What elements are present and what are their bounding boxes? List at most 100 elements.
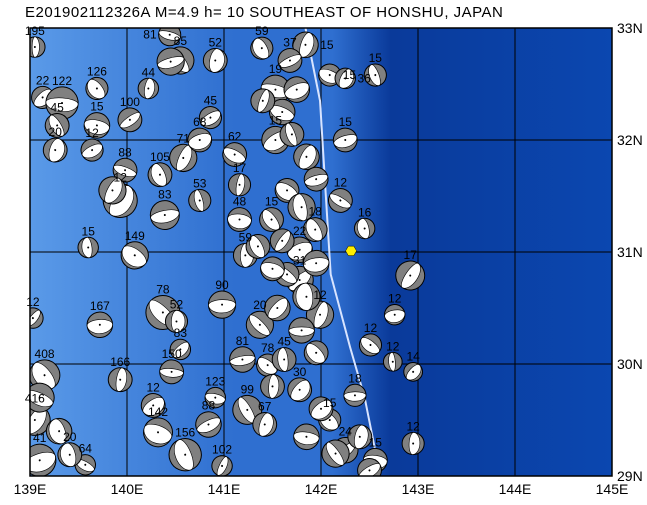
beach-ball-icon[interactable] bbox=[25, 36, 46, 58]
beach-ball-icon[interactable] bbox=[55, 440, 84, 469]
beach-ball-icon[interactable] bbox=[302, 249, 331, 278]
beach-ball-icon[interactable] bbox=[317, 435, 355, 473]
beach-ball-icon[interactable] bbox=[400, 359, 426, 385]
beach-ball-icon[interactable] bbox=[383, 303, 406, 326]
beach-ball-icon[interactable] bbox=[21, 379, 59, 417]
beach-ball-icon[interactable] bbox=[274, 45, 306, 77]
beach-ball-icon[interactable] bbox=[390, 255, 430, 295]
beach-ball-icon[interactable] bbox=[156, 21, 183, 48]
beach-ball-icon[interactable] bbox=[116, 236, 154, 274]
beach-ball-icon[interactable] bbox=[166, 335, 195, 364]
beach-ball-icon[interactable] bbox=[144, 159, 175, 190]
beach-ball-icon[interactable] bbox=[258, 254, 287, 283]
beach-ball-icon[interactable] bbox=[299, 214, 331, 246]
beach-ball-icon[interactable] bbox=[77, 135, 107, 165]
beach-ball-icon[interactable] bbox=[82, 110, 112, 140]
beach-ball-icon[interactable] bbox=[41, 109, 74, 142]
beach-ball-icon[interactable] bbox=[195, 102, 225, 132]
beach-ball-icon[interactable] bbox=[219, 138, 251, 170]
beach-ball-icon[interactable] bbox=[137, 77, 160, 100]
beach-ball-icon[interactable] bbox=[352, 216, 376, 240]
beach-ball-icon[interactable] bbox=[401, 431, 425, 456]
beach-ball-icon[interactable] bbox=[45, 86, 79, 120]
beach-ball-icon[interactable] bbox=[255, 203, 288, 236]
beach-ball-icon[interactable] bbox=[242, 230, 274, 262]
beach-ball-icon[interactable] bbox=[271, 346, 297, 372]
beach-ball-icon[interactable] bbox=[259, 290, 295, 326]
depth-label: 59 bbox=[239, 230, 253, 244]
lat-tick-label: 30N bbox=[617, 356, 643, 372]
beach-ball-icon[interactable] bbox=[266, 224, 299, 257]
beach-ball-icon[interactable] bbox=[207, 290, 237, 319]
beach-ball-icon[interactable] bbox=[159, 359, 185, 385]
beach-ball-icon[interactable] bbox=[77, 236, 100, 259]
beach-ball-icon[interactable] bbox=[19, 304, 48, 333]
beach-ball-icon[interactable] bbox=[203, 385, 227, 409]
beach-ball-icon[interactable] bbox=[304, 392, 337, 425]
beach-ball-icon[interactable] bbox=[260, 373, 285, 399]
beach-ball-icon[interactable] bbox=[301, 164, 330, 193]
beach-ball-icon[interactable] bbox=[283, 373, 317, 407]
beach-ball-icon[interactable] bbox=[186, 187, 213, 214]
beach-ball-icon[interactable] bbox=[19, 440, 60, 481]
beach-ball-icon[interactable] bbox=[299, 336, 333, 370]
beach-ball-icon[interactable] bbox=[324, 184, 357, 217]
beach-ball-icon[interactable] bbox=[228, 390, 267, 429]
beach-ball-icon[interactable] bbox=[346, 423, 374, 451]
beach-ball-icon[interactable] bbox=[139, 414, 176, 451]
lon-tick-label: 140E bbox=[111, 481, 144, 497]
beach-ball-icon[interactable] bbox=[137, 389, 170, 422]
beach-ball-icon[interactable] bbox=[228, 345, 258, 375]
beach-ball-icon[interactable] bbox=[164, 309, 189, 333]
beach-ball-icon[interactable] bbox=[94, 172, 131, 209]
beach-ball-icon[interactable] bbox=[148, 198, 182, 232]
beach-ball-icon[interactable] bbox=[353, 454, 386, 487]
beach-ball-icon[interactable] bbox=[209, 452, 236, 479]
depth-label: 102 bbox=[212, 443, 232, 457]
depth-label: 19 bbox=[269, 62, 283, 76]
beach-ball-icon[interactable] bbox=[330, 125, 360, 155]
beach-ball-icon[interactable] bbox=[289, 140, 323, 174]
beach-ball-icon[interactable] bbox=[332, 65, 359, 92]
beach-ball-icon[interactable] bbox=[285, 191, 317, 223]
beach-ball-icon[interactable] bbox=[355, 329, 386, 360]
lat-tick-label: 31N bbox=[617, 244, 643, 260]
depth-label: 17 bbox=[233, 161, 247, 175]
beach-ball-icon[interactable] bbox=[250, 410, 280, 440]
beach-ball-icon[interactable] bbox=[201, 47, 229, 75]
beach-ball-icon[interactable] bbox=[292, 282, 321, 311]
beach-ball-icon[interactable] bbox=[227, 172, 253, 198]
depth-label: 62 bbox=[228, 130, 242, 144]
beach-ball-icon[interactable] bbox=[23, 354, 66, 397]
beach-ball-icon[interactable] bbox=[277, 119, 308, 150]
beach-ball-icon[interactable] bbox=[289, 29, 321, 61]
lon-tick-label: 144E bbox=[499, 481, 532, 497]
beach-ball-icon[interactable] bbox=[43, 415, 75, 447]
beach-ball-icon[interactable] bbox=[185, 125, 215, 155]
beach-ball-icon[interactable] bbox=[343, 383, 367, 407]
depth-label: 12 bbox=[85, 126, 99, 140]
epicenter-hexagon-icon[interactable] bbox=[345, 245, 357, 256]
beach-ball-icon[interactable] bbox=[41, 135, 70, 164]
beach-ball-icon[interactable] bbox=[81, 73, 112, 104]
beach-ball-icon[interactable] bbox=[280, 73, 313, 106]
beach-ball-icon[interactable] bbox=[382, 351, 403, 372]
beach-ball-icon[interactable] bbox=[107, 366, 134, 393]
depth-label: 24 bbox=[339, 424, 353, 438]
lon-tick-label: 139E bbox=[14, 481, 47, 497]
beach-ball-icon[interactable] bbox=[191, 407, 225, 441]
beach-ball-icon[interactable] bbox=[113, 103, 146, 136]
beach-ball-icon[interactable] bbox=[86, 311, 114, 339]
lat-tick-label: 32N bbox=[617, 132, 643, 148]
beach-ball-icon[interactable] bbox=[226, 206, 252, 232]
beach-ball-icon[interactable] bbox=[241, 306, 279, 344]
beach-ball-icon[interactable] bbox=[361, 61, 390, 90]
beach-ball-icon[interactable] bbox=[164, 434, 206, 476]
beach-ball-icon[interactable] bbox=[248, 86, 279, 117]
beach-ball-icon[interactable] bbox=[288, 317, 315, 344]
beach-ball-icon[interactable] bbox=[265, 95, 298, 128]
beach-ball-icon[interactable] bbox=[247, 33, 277, 63]
beach-ball-icon[interactable] bbox=[154, 45, 187, 78]
beach-ball-icon[interactable] bbox=[292, 422, 321, 451]
